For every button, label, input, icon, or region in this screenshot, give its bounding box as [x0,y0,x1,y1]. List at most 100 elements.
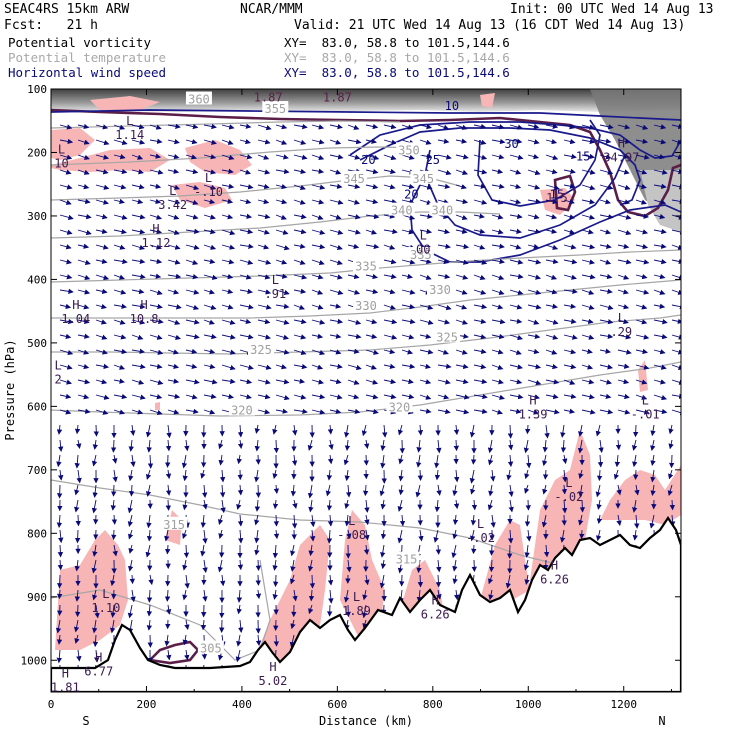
wind-vector [523,439,530,454]
wind-vector [76,649,82,662]
wind-vector [490,469,496,482]
y-tick-label: 200 [27,146,47,159]
wind-vector [473,183,487,189]
wind-vector [437,258,450,265]
wind-vector [599,138,612,144]
wind-vector [257,318,271,325]
wind-vector [91,454,98,467]
wind-vector [509,124,524,130]
wind-vector [202,559,208,574]
wind-vector [59,184,73,190]
wind-vector [149,349,164,355]
wind-vector [578,484,584,497]
theta-label: 330 [355,299,377,313]
wind-vector [488,559,495,573]
wind-vector [293,168,307,175]
wind-vector [491,168,504,175]
wind-vector [419,258,432,265]
wind-vector [653,303,666,309]
wind-vector [365,213,380,220]
extremum-type: L [272,273,279,287]
wind-vector [275,303,290,309]
wind-vector [293,274,308,280]
wind-vector [167,319,181,325]
wind-vector [344,499,350,510]
pink-patch [185,140,252,175]
wind-vector [364,529,370,541]
wind-vector [437,124,450,130]
wind-vector [491,243,505,249]
wind-vector [416,559,422,574]
wind-vector [596,514,603,525]
wind-vector [401,318,416,325]
wind-vector [219,484,226,498]
wind-vector [365,349,379,355]
wind-vector [632,499,638,513]
wind-vector [491,379,504,385]
wind-vector [508,439,514,451]
wind-vector [635,334,650,340]
wind-vector [77,198,91,205]
wind-vector [455,378,469,385]
wind-vector [308,544,314,557]
wind-vector [542,439,548,453]
extremum-type: H [529,393,536,407]
extremum-value: 6.26 [421,607,450,621]
wind-vector [599,304,614,310]
wind-vector [272,424,278,435]
wind-vector [419,184,433,190]
wind-vector [653,349,666,355]
wind-vector [95,409,109,415]
south-endpoint: S [82,714,89,728]
wind-vector [307,484,314,499]
wind-vector [182,589,188,601]
theta-label: 345 [412,172,434,186]
wind-vector [364,439,370,450]
wind-vector [365,379,379,385]
wind-vector [95,154,110,160]
wind-vector [671,168,681,175]
wind-vector [563,244,577,250]
wind-vector [95,258,108,264]
x-tick-label: 200 [137,698,157,711]
wind-vector [254,499,261,512]
wind-vector [361,424,368,437]
wind-vector [545,363,558,370]
wind-vector [344,514,350,527]
wind-vector [329,229,344,235]
wind-vector [59,364,73,370]
wind-vector [649,514,655,529]
wind-vector [434,469,441,481]
wind-vector [275,199,288,205]
wind-vector [112,469,118,483]
wind-vector [185,139,198,145]
x-tick-label: 1200 [610,698,637,711]
wind-vector [74,559,80,572]
wind-vector [491,333,505,340]
wind-vector [653,139,667,145]
wind-vector [578,469,584,480]
wind-vector [113,393,128,400]
wind-vector [635,364,650,370]
wind-vector [311,409,326,415]
wind-vector [255,589,262,600]
wind-vector [275,364,287,370]
wind-vector [617,214,632,220]
wind-vector [563,288,578,295]
wind-vector [59,169,72,175]
extremum-type: L [169,184,176,198]
wind-vector [218,439,224,450]
wind-vector [545,154,559,161]
wind-vector [473,363,487,370]
wind-vector [635,213,650,219]
extremum-value: 1.12 [142,236,171,250]
wind-vector [239,259,254,265]
extremum-type: L [58,143,65,157]
wind-vector [145,544,151,558]
wind-vector [113,139,128,146]
wind-vector [595,424,601,437]
wind-vector [635,169,648,175]
wind-vector [491,409,503,415]
wind-vector [671,229,681,235]
wind-vector [167,123,181,130]
